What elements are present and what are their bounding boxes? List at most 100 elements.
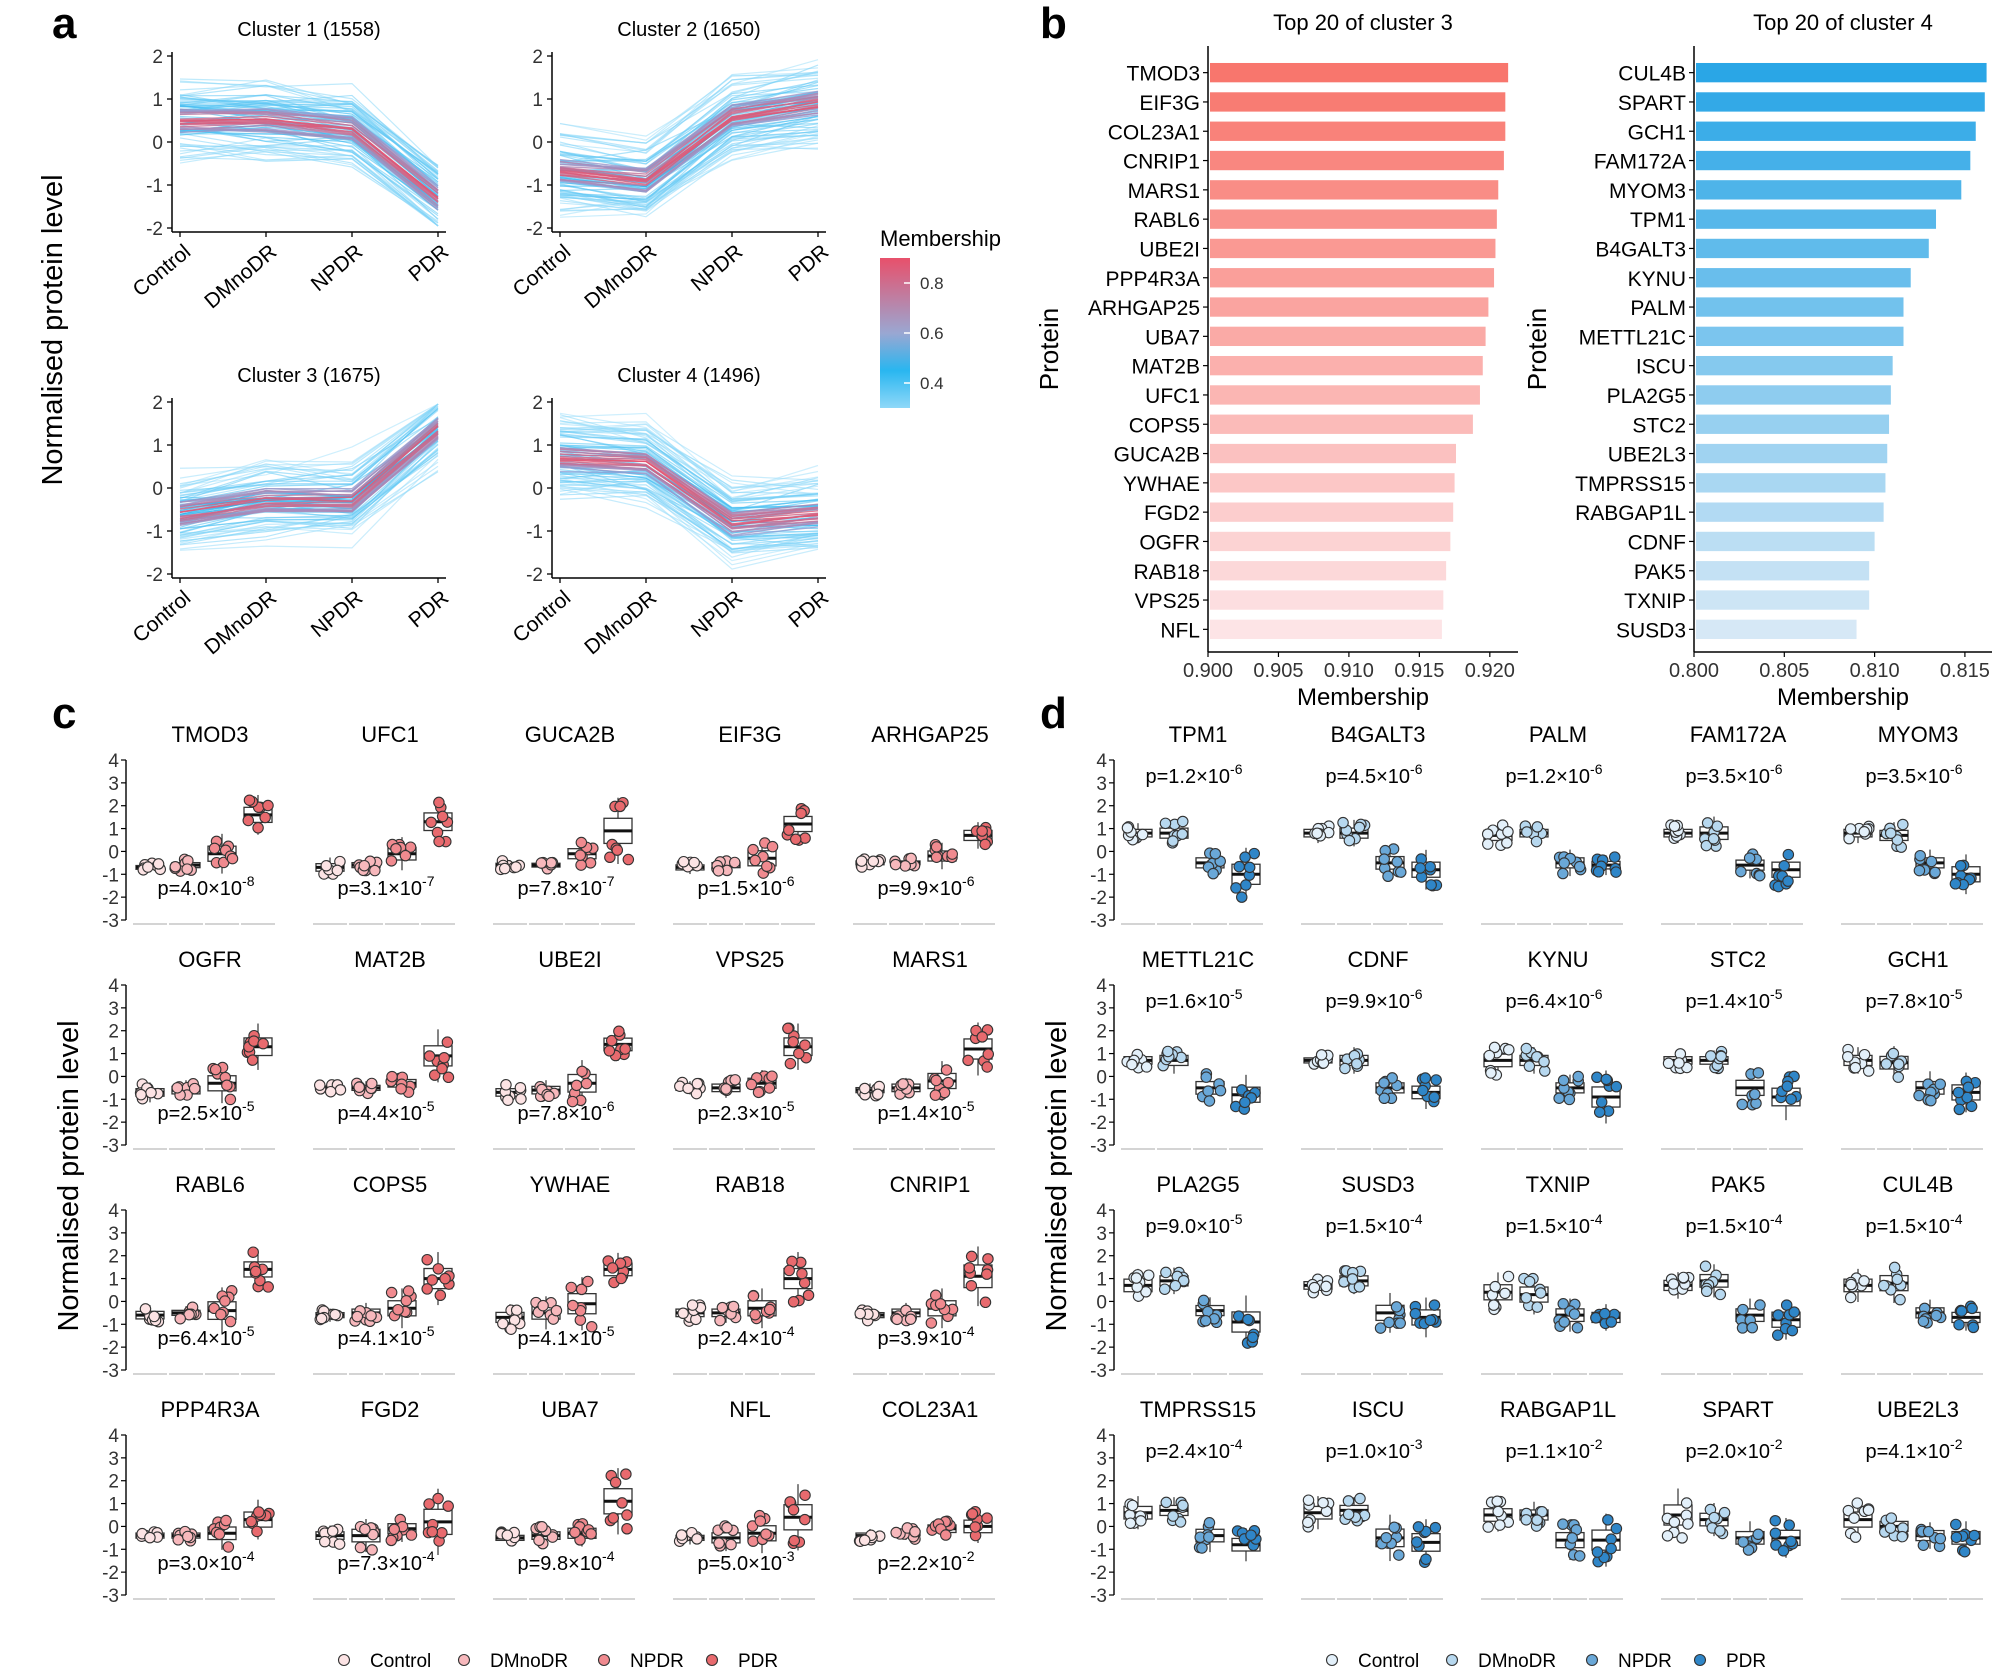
colorbar-tick-label: 0.8 [920,274,944,293]
data-point [324,1085,337,1098]
data-point [1608,851,1621,863]
cluster-line [559,131,819,207]
y-tick-label: 4 [108,976,119,997]
p-value: p=4.4×10-5 [338,1098,435,1125]
p-value-text: p=2.5×10 [158,1103,243,1125]
data-point [1737,1536,1749,1548]
bar [1210,268,1495,288]
data-point [428,1069,441,1081]
p-value-exponent: -5 [962,1098,975,1114]
legend-label: Control [1358,1651,1419,1672]
data-point [1914,849,1926,862]
data-point [965,1250,978,1263]
x-tick-label: NPDR [687,586,747,642]
data-point [1743,852,1756,864]
y-tick-label: 0 [1096,842,1107,863]
x-tick-label: Control [129,240,196,301]
legend-marker [597,1653,611,1667]
protein-name: RAB18 [715,1172,785,1197]
data-point [533,1534,545,1547]
data-point [1610,866,1622,878]
data-point [675,1529,688,1541]
p-value-exponent: -5 [422,1098,435,1114]
protein-name: RABL6 [175,1172,245,1197]
p-value-exponent: -7 [602,873,615,889]
data-point [1412,1521,1425,1533]
p-value: p=1.4×10-5 [878,1098,975,1125]
data-point [1378,1092,1391,1105]
data-point [1499,1287,1511,1300]
bar [1210,121,1506,141]
p-value-text: p=1.2×10 [1146,766,1231,788]
y-tick-label: 2 [532,47,543,68]
p-value-exponent: -4 [422,1548,435,1564]
bar-label: GUCA2B [1114,444,1200,467]
data-point [543,1090,555,1103]
data-point [1749,1088,1761,1101]
data-point [1337,816,1349,829]
data-point [139,1303,152,1315]
protein-name: YWHAE [530,1172,611,1197]
bar-label: PALM [1630,297,1686,320]
boxplot-uba7: UBA7 p=9.8×10-4 [493,1397,635,1600]
y-tick-label: -2 [146,219,163,240]
data-point [1708,1511,1720,1524]
data-point [585,1528,597,1540]
y-tick-label: 2 [108,797,119,818]
data-point [1202,1085,1214,1097]
x-tick-label: 0.815 [1940,660,1990,682]
p-value: p=2.5×10-5 [158,1098,255,1125]
cluster-line [559,484,819,545]
cluster-line [179,403,439,479]
x-tick-label: PDR [784,586,833,632]
data-point [366,1544,378,1556]
y-tick-label: 3 [108,1449,119,1470]
data-point [1610,1522,1623,1535]
p-value-exponent: -6 [1230,761,1243,777]
data-point [677,1307,689,1320]
data-point [251,1525,263,1538]
bar-label: MARS1 [1128,180,1200,203]
data-point [433,835,445,848]
data-point [940,1064,953,1076]
data-point [1785,1535,1797,1548]
cluster-line [179,154,439,224]
data-point [1682,1518,1694,1530]
data-point [1339,1062,1351,1075]
y-tick-label: 2 [108,1472,119,1493]
data-point [584,857,597,869]
data-point [426,1526,438,1538]
data-point [979,1296,992,1309]
bar [1210,209,1497,229]
data-point [930,841,943,853]
data-point [788,1534,801,1547]
data-point [1680,1497,1693,1509]
bar-label: SPART [1618,92,1686,115]
data-point [1661,1530,1674,1542]
p-value: p=4.1×10-5 [338,1323,435,1350]
y-tick-label: -2 [1090,888,1107,909]
data-point [326,1525,339,1537]
bar [1696,268,1911,288]
x-tick-label: PDR [404,586,453,632]
data-point [1753,869,1766,882]
x-tick-label: Control [129,586,196,647]
y-tick-label: 0 [532,133,543,154]
data-point [686,1299,699,1311]
cluster-line-core [559,463,819,533]
data-point [1200,1071,1212,1083]
legend-marker [1445,1653,1459,1667]
p-value-text: p=1.5×10 [1686,1216,1771,1238]
data-point [442,1500,454,1512]
p-value-exponent: -6 [782,873,795,889]
cluster-line-core [179,124,439,207]
boxplot-col23a1: COL23A1 p=2.2×10-2 [853,1397,995,1600]
data-point [1351,1058,1363,1070]
data-point [607,1512,620,1524]
data-point [385,1534,398,1547]
legend-marker [1585,1653,1599,1667]
cluster-line-core [179,435,439,525]
panel-d-ylabel: Normalised protein level [1041,1020,1073,1331]
data-point [890,1526,902,1539]
